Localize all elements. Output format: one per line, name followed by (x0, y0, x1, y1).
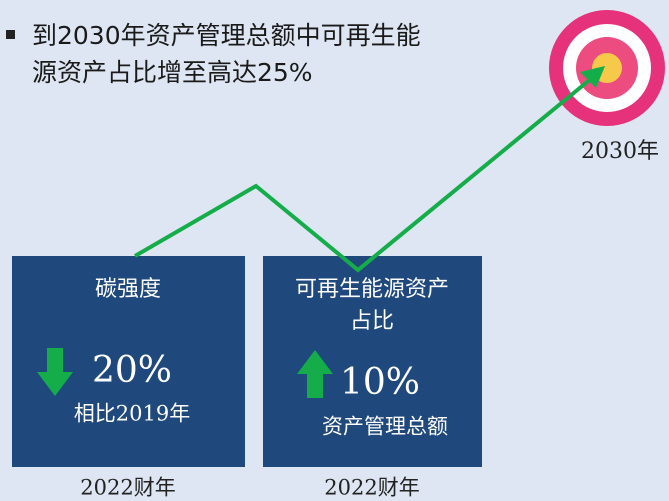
card-subtitle: 相比2019年 (74, 402, 190, 426)
bullet-text: 到2030年资产管理总额中可再生能 (32, 21, 421, 50)
card-footer: 2022财年 (80, 476, 175, 500)
card (263, 256, 482, 467)
target-icon (549, 10, 665, 126)
card-title: 占比 (350, 309, 394, 334)
bullet-text: 源资产占比增至高达25% (32, 58, 313, 87)
up-arrow (297, 350, 333, 398)
target-label: 2030年 (581, 139, 659, 164)
bullet-marker (6, 30, 15, 39)
card-value: 20% (92, 350, 172, 391)
trend-arrowhead (580, 66, 605, 88)
card-value: 10% (340, 362, 420, 403)
card-title: 可再生能源资产 (295, 277, 449, 302)
trend-line (133, 71, 600, 273)
card-footer: 2022财年 (324, 476, 419, 500)
card-title: 碳强度 (95, 277, 161, 302)
card-subtitle: 资产管理总额 (322, 415, 448, 439)
down-arrow (37, 348, 73, 396)
